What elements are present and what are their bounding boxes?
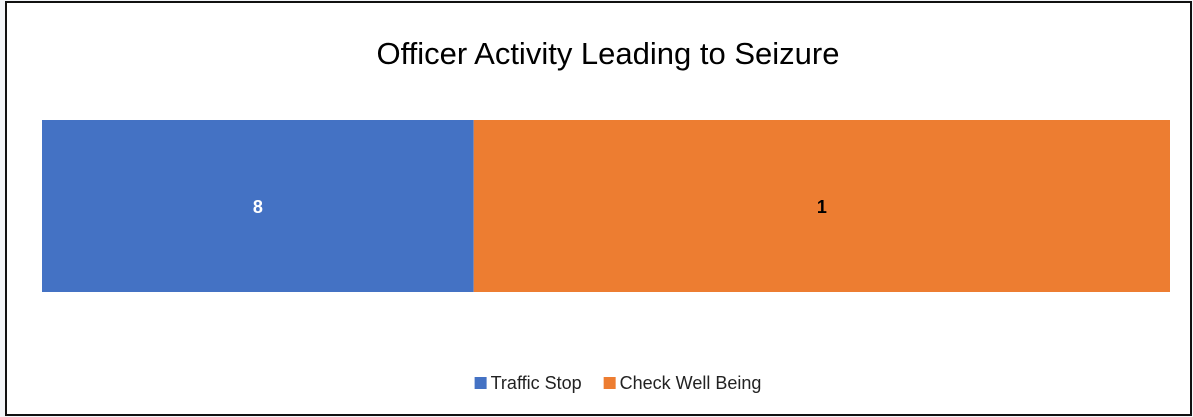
bar-segment	[473, 120, 1170, 292]
chart-title: Officer Activity Leading to Seizure	[377, 36, 840, 71]
legend-swatch	[603, 377, 616, 389]
legend-swatch	[474, 377, 487, 389]
bar-segment	[42, 120, 474, 292]
data-label: 1	[817, 197, 827, 217]
legend-label: Traffic Stop	[491, 373, 582, 393]
data-label: 8	[253, 197, 263, 217]
legend-label: Check Well Being	[620, 373, 762, 393]
